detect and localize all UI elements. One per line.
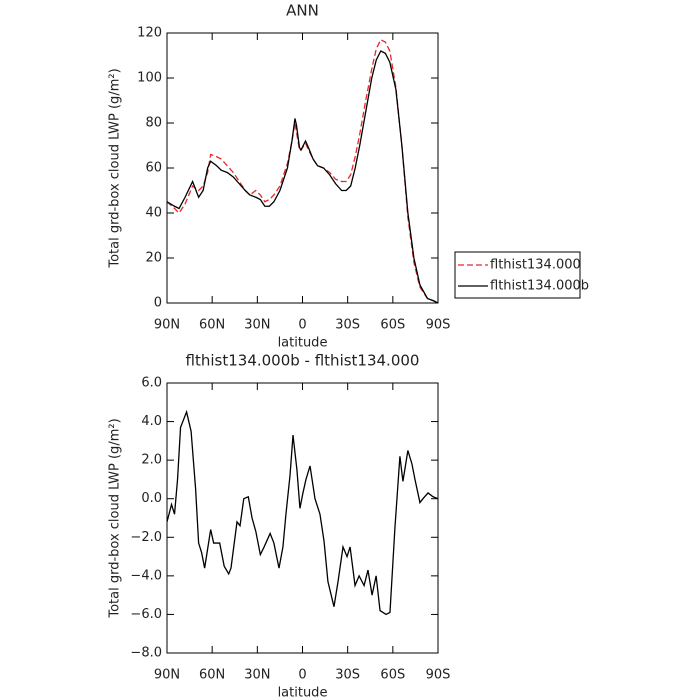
x-axis-label: latitude bbox=[278, 336, 328, 351]
x-tick-label: 30S bbox=[335, 668, 360, 683]
x-tick-label: 30N bbox=[244, 318, 270, 333]
x-tick-label: 0 bbox=[298, 318, 306, 333]
chart-title: flthist134.000b - flthist134.000 bbox=[186, 352, 420, 370]
y-tick-label: 100 bbox=[137, 71, 162, 86]
y-tick-label: 6.0 bbox=[141, 376, 162, 391]
x-tick-label: 60S bbox=[380, 668, 405, 683]
y-tick-label: 2.0 bbox=[141, 453, 162, 468]
x-tick-label: 90N bbox=[154, 318, 180, 333]
y-tick-label: −4.0 bbox=[130, 568, 162, 583]
plot-frame bbox=[166, 382, 439, 654]
plot-frame bbox=[166, 32, 439, 304]
legend-box bbox=[454, 251, 581, 299]
legend-label: flthist134.000b bbox=[490, 279, 589, 294]
x-tick-label: 90N bbox=[154, 668, 180, 683]
data-line bbox=[166, 38, 439, 304]
y-tick-label: 4.0 bbox=[141, 414, 162, 429]
x-tick-label: 60N bbox=[199, 668, 225, 683]
data-line bbox=[166, 50, 439, 304]
y-tick-label: −8.0 bbox=[130, 646, 162, 661]
y-axis-label: Total grd-box cloud LWP (g/m²) bbox=[108, 418, 123, 618]
y-tick-label: −2.0 bbox=[130, 530, 162, 545]
x-tick-label: 60S bbox=[380, 318, 405, 333]
x-axis-label: latitude bbox=[278, 686, 328, 700]
y-tick-label: 60 bbox=[145, 161, 162, 176]
legend-label: flthist134.000 bbox=[490, 258, 581, 273]
y-tick-label: 120 bbox=[137, 26, 162, 41]
y-tick-label: 40 bbox=[145, 206, 162, 221]
x-tick-label: 0 bbox=[298, 668, 306, 683]
data-line bbox=[166, 409, 439, 616]
y-tick-label: 20 bbox=[145, 251, 162, 266]
x-tick-label: 90S bbox=[426, 668, 451, 683]
y-tick-label: 0 bbox=[154, 296, 162, 311]
y-axis-label: Total grd-box cloud LWP (g/m²) bbox=[108, 68, 123, 268]
x-tick-label: 30N bbox=[244, 668, 270, 683]
y-tick-label: 80 bbox=[145, 116, 162, 131]
chart-title: ANN bbox=[286, 2, 319, 20]
x-tick-label: 60N bbox=[199, 318, 225, 333]
x-tick-label: 90S bbox=[426, 318, 451, 333]
y-tick-label: −6.0 bbox=[130, 607, 162, 622]
y-tick-label: 0.0 bbox=[141, 491, 162, 506]
x-tick-label: 30S bbox=[335, 318, 360, 333]
